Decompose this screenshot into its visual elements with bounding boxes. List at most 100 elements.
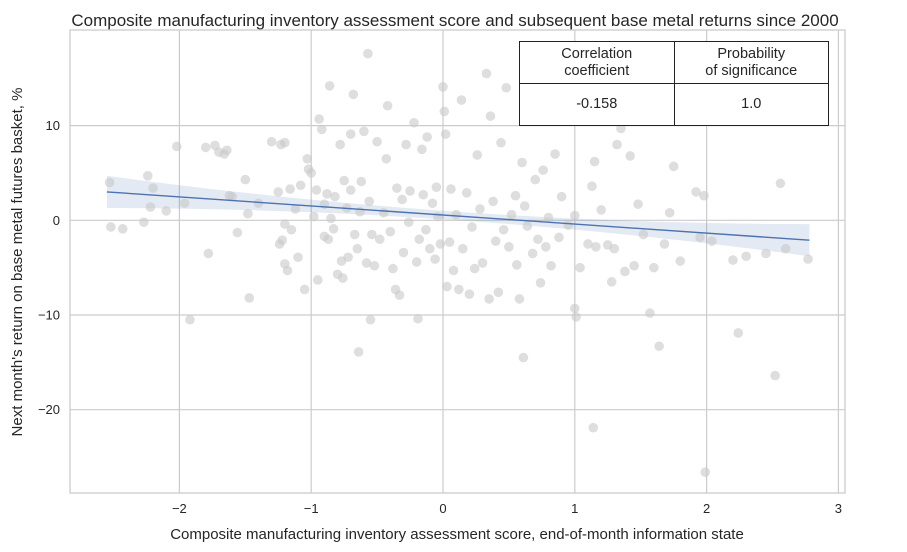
data-point — [326, 213, 336, 224]
data-point — [522, 221, 533, 231]
data-point — [302, 153, 313, 164]
data-point — [488, 196, 498, 207]
data-point — [232, 227, 243, 238]
data-point — [161, 206, 172, 216]
data-point — [266, 136, 277, 147]
data-point — [728, 255, 738, 265]
data-point — [372, 136, 382, 147]
data-point — [401, 139, 411, 150]
data-point — [435, 239, 446, 249]
data-point — [699, 190, 709, 201]
data-point — [142, 171, 153, 181]
data-point — [290, 204, 301, 214]
data-point — [493, 287, 504, 298]
data-point — [179, 198, 190, 209]
data-point — [316, 124, 327, 135]
data-point — [589, 156, 600, 167]
data-point — [571, 312, 581, 322]
data-point — [306, 168, 316, 178]
data-point — [348, 89, 359, 100]
data-point — [314, 114, 324, 124]
value-correlation-coefficient: -0.158 — [519, 83, 675, 126]
data-point — [457, 243, 468, 254]
data-point — [606, 277, 617, 287]
data-point — [139, 217, 149, 228]
y-axis-label: Next month's return on base metal future… — [9, 88, 26, 437]
data-point — [363, 48, 373, 59]
data-point — [467, 222, 477, 232]
data-point — [556, 191, 567, 202]
data-point — [475, 204, 485, 214]
data-point — [570, 303, 580, 314]
data-point — [345, 185, 356, 195]
data-point — [431, 182, 442, 192]
data-point — [117, 224, 128, 234]
data-point — [356, 176, 367, 187]
data-point — [733, 328, 744, 338]
data-point — [616, 123, 626, 134]
data-point — [367, 229, 377, 240]
data-point — [418, 189, 429, 200]
data-point — [481, 68, 492, 79]
data-point — [200, 142, 211, 153]
data-point — [243, 208, 253, 219]
data-point — [517, 157, 527, 168]
data-point — [324, 81, 335, 91]
data-point — [629, 260, 639, 271]
data-point — [311, 185, 322, 195]
data-point — [397, 194, 407, 205]
grid — [70, 30, 845, 493]
data-point — [583, 239, 593, 249]
value-probability-of-significance: 1.0 — [673, 83, 829, 126]
y-tick-label: 0 — [53, 213, 60, 228]
data-point — [472, 150, 483, 160]
data-point — [413, 313, 423, 324]
plot-frame — [69, 29, 846, 494]
data-point — [506, 209, 517, 220]
data-point — [496, 137, 506, 148]
data-point — [541, 242, 551, 252]
data-point — [385, 226, 396, 237]
data-point — [374, 234, 385, 245]
data-point — [392, 183, 402, 193]
data-point — [464, 289, 475, 299]
stats-table: Correlation coefficient Probability of sig… — [519, 41, 829, 126]
data-point — [514, 294, 525, 304]
data-point — [654, 341, 664, 352]
x-axis-label: Composite manufacturing inventory assess… — [170, 526, 744, 543]
data-point — [369, 260, 380, 271]
data-point — [104, 177, 115, 188]
data-point — [454, 284, 464, 295]
data-point — [427, 198, 438, 209]
data-point — [359, 126, 369, 137]
data-point — [563, 220, 574, 230]
data-point — [691, 187, 701, 197]
data-point — [335, 139, 345, 150]
data-point — [538, 165, 548, 175]
data-point — [285, 184, 295, 194]
data-point — [620, 266, 630, 277]
data-point — [203, 248, 214, 259]
data-point — [405, 186, 415, 196]
data-point — [244, 293, 255, 303]
x-tick-label: 2 — [703, 501, 710, 516]
data-point — [409, 117, 419, 128]
data-point — [277, 235, 288, 245]
data-point — [361, 258, 372, 268]
data-point — [323, 234, 334, 245]
data-point — [295, 180, 306, 191]
data-point — [485, 111, 496, 121]
data-point — [403, 217, 414, 228]
data-point — [417, 144, 427, 155]
data-point — [438, 82, 448, 92]
data-point — [498, 224, 509, 235]
data-point — [286, 224, 297, 235]
data-point — [448, 265, 459, 276]
data-point — [411, 257, 422, 267]
data-point — [440, 129, 451, 139]
data-point — [253, 198, 264, 209]
data-point — [501, 82, 512, 93]
data-point — [625, 151, 635, 161]
data-point — [546, 260, 556, 271]
